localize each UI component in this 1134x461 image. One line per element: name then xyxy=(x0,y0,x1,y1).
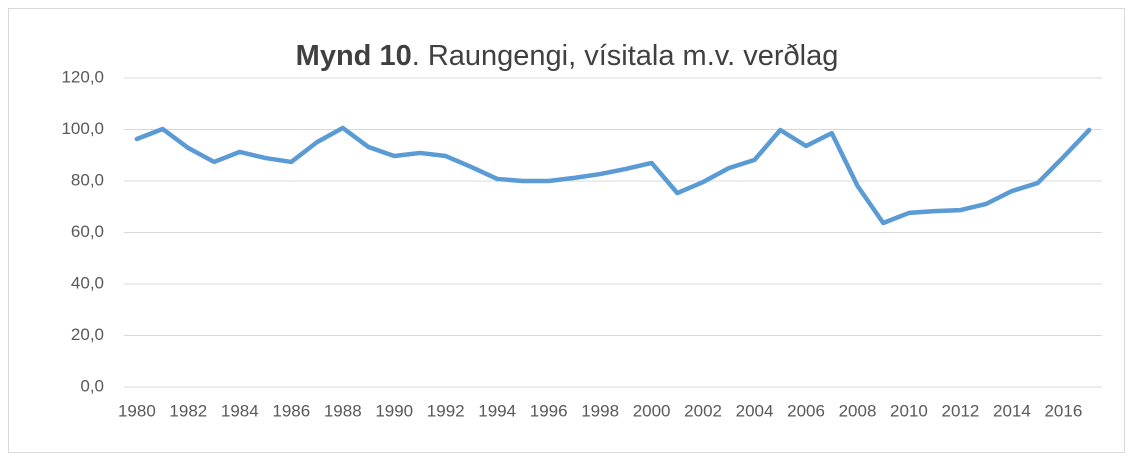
x-tick-label: 1994 xyxy=(478,401,516,420)
x-tick-label: 2012 xyxy=(942,401,980,420)
title-bold: Mynd 10 xyxy=(296,40,412,72)
x-tick-label: 2000 xyxy=(633,401,671,420)
y-tick-label: 100,0 xyxy=(61,119,104,138)
x-tick-label: 2008 xyxy=(839,401,877,420)
x-tick-label: 2014 xyxy=(993,401,1031,420)
data-line xyxy=(134,125,1092,226)
x-tick-label: 2016 xyxy=(1044,401,1082,420)
x-tick-label: 1996 xyxy=(530,401,568,420)
x-tick-label: 1980 xyxy=(118,401,156,420)
y-tick-label: 80,0 xyxy=(71,170,104,189)
x-tick-label: 1988 xyxy=(324,401,362,420)
title-text: . Raungengi, vísitala m.v. verðlag xyxy=(412,40,839,72)
y-tick-label: 0,0 xyxy=(80,376,104,395)
chart-title: Mynd 10. Raungengi, vísitala m.v. verðla… xyxy=(296,40,839,72)
x-tick-label: 1998 xyxy=(581,401,619,420)
y-tick-label: 20,0 xyxy=(71,325,104,344)
chart-border xyxy=(8,8,1125,453)
y-tick-label: 40,0 xyxy=(71,273,104,292)
x-tick-label: 2010 xyxy=(890,401,928,420)
x-tick-label: 2002 xyxy=(684,401,722,420)
y-tick-label: 120,0 xyxy=(61,67,104,86)
x-tick-label: 2004 xyxy=(736,401,774,420)
x-tick-label: 1986 xyxy=(272,401,310,420)
y-tick-label: 60,0 xyxy=(71,222,104,241)
x-tick-label: 1992 xyxy=(427,401,465,420)
x-tick-label: 1982 xyxy=(169,401,207,420)
x-tick-label: 1984 xyxy=(221,401,259,420)
x-tick-label: 2006 xyxy=(787,401,825,420)
x-tick-label: 1990 xyxy=(375,401,413,420)
